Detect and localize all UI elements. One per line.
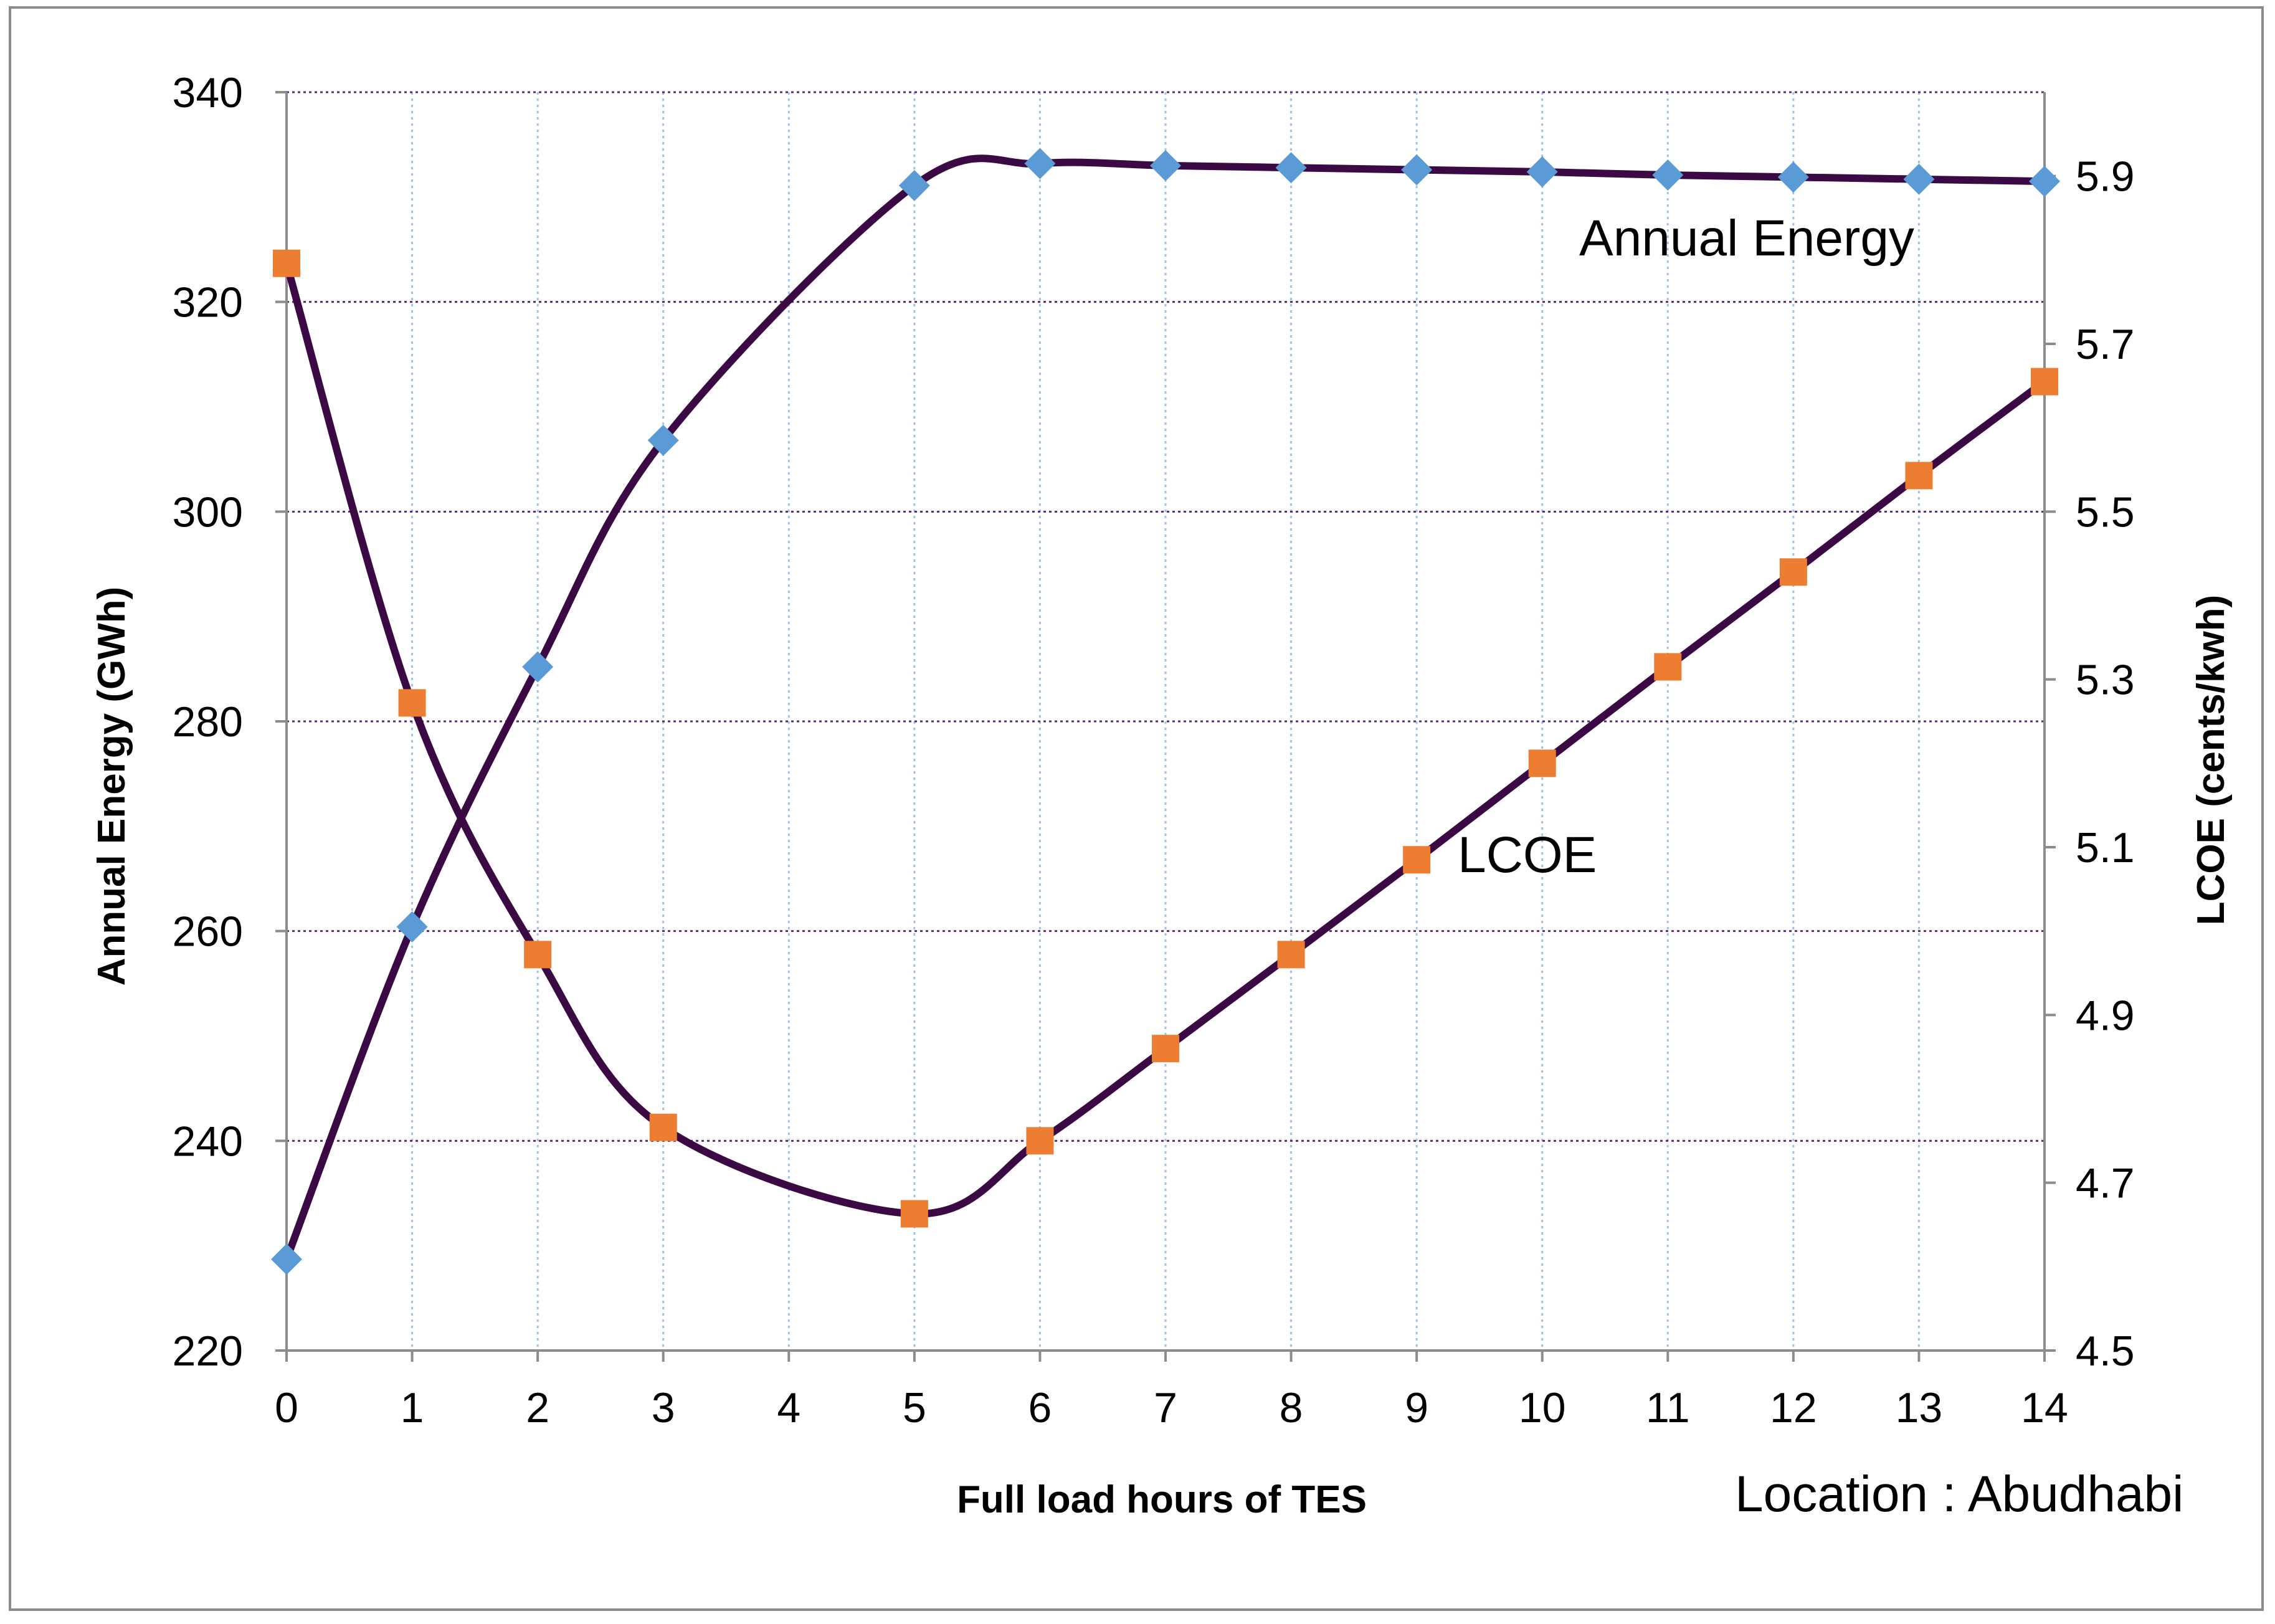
y-tick-label: 340: [173, 69, 243, 116]
location-label: Location : Abudhabi: [1735, 1466, 2183, 1522]
annual-energy-point: [271, 1243, 302, 1275]
lcoe-point: [2031, 368, 2058, 396]
lcoe-point: [1905, 462, 1933, 490]
y2-tick-label: 4.7: [2076, 1160, 2135, 1207]
lcoe-point: [1654, 653, 1682, 681]
annual-energy-point: [2029, 166, 2060, 197]
annual-energy-point: [396, 911, 428, 943]
y-tick-label: 300: [173, 488, 243, 536]
lcoe-point: [1403, 846, 1431, 874]
annual-energy-point: [1777, 161, 1809, 193]
series-line-lcoe: [283, 259, 2048, 1218]
x-tick-label: 12: [1770, 1384, 1817, 1432]
lcoe-point: [1026, 1127, 1054, 1155]
annual-energy-point: [1526, 156, 1558, 188]
lcoe-point: [900, 1200, 928, 1228]
y2-tick-label: 5.1: [2076, 824, 2135, 871]
annual-energy-point: [647, 424, 679, 456]
x-tick-label: 13: [1896, 1384, 1943, 1432]
y2-tick-label: 4.5: [2076, 1327, 2135, 1375]
y2-tick-label: 5.3: [2076, 657, 2135, 704]
chart-frame: [9, 6, 2264, 1611]
annual-energy-point: [1652, 159, 1684, 191]
y-tick-label: 260: [173, 908, 243, 956]
lcoe-point: [1779, 558, 1807, 586]
annual-energy-point: [1150, 150, 1181, 181]
x-tick-label: 0: [275, 1384, 298, 1432]
x-tick-label: 6: [1028, 1384, 1052, 1432]
annual-energy-point: [1275, 152, 1307, 184]
annual-energy-point: [1024, 148, 1056, 179]
x-tick-label: 4: [777, 1384, 800, 1432]
y2-axis-title: LCOE (cents/kwh): [2190, 595, 2233, 926]
y-axis-title: Annual Energy (GWh): [90, 587, 133, 986]
series-line-annual-energy: [283, 154, 2048, 1263]
markers: [271, 148, 2060, 1275]
x-axis-title: Full load hours of TES: [957, 1478, 1367, 1521]
annual-energy-point: [522, 651, 554, 683]
ticks: 2202402602803003203404.54.74.95.15.35.55…: [173, 69, 2135, 1432]
y2-tick-label: 5.5: [2076, 488, 2135, 536]
lcoe-point: [398, 689, 426, 717]
annual-energy-point: [898, 169, 930, 201]
lcoe-label: LCOE: [1458, 827, 1597, 883]
x-tick-label: 2: [526, 1384, 549, 1432]
x-tick-label: 8: [1280, 1384, 1303, 1432]
y-tick-label: 280: [173, 698, 243, 746]
x-tick-label: 14: [2021, 1384, 2068, 1432]
y2-tick-label: 5.9: [2076, 153, 2135, 201]
x-tick-label: 10: [1519, 1384, 1566, 1432]
x-tick-label: 9: [1405, 1384, 1428, 1432]
series: [283, 154, 2048, 1263]
lcoe-point: [524, 941, 552, 969]
axes: [275, 91, 2056, 1362]
y2-tick-label: 5.7: [2076, 321, 2135, 368]
lcoe-point: [1528, 749, 1556, 777]
gridlines: [287, 91, 2045, 1351]
annual-energy-point: [1903, 163, 1935, 195]
lcoe-point: [649, 1113, 677, 1141]
y-tick-label: 220: [173, 1327, 243, 1375]
x-tick-label: 11: [1646, 1384, 1690, 1432]
lcoe-point: [1152, 1035, 1179, 1063]
x-tick-label: 1: [401, 1384, 424, 1432]
lcoe-point: [273, 249, 300, 277]
y2-tick-label: 4.9: [2076, 992, 2135, 1039]
y-tick-label: 240: [173, 1118, 243, 1165]
x-tick-label: 5: [903, 1384, 926, 1432]
x-tick-label: 3: [652, 1384, 675, 1432]
annual-energy-point: [1401, 154, 1433, 186]
x-tick-label: 7: [1154, 1384, 1177, 1432]
y-tick-label: 320: [173, 279, 243, 326]
lcoe-point: [1277, 941, 1305, 969]
annual-energy-label: Annual Energy: [1579, 210, 1914, 267]
